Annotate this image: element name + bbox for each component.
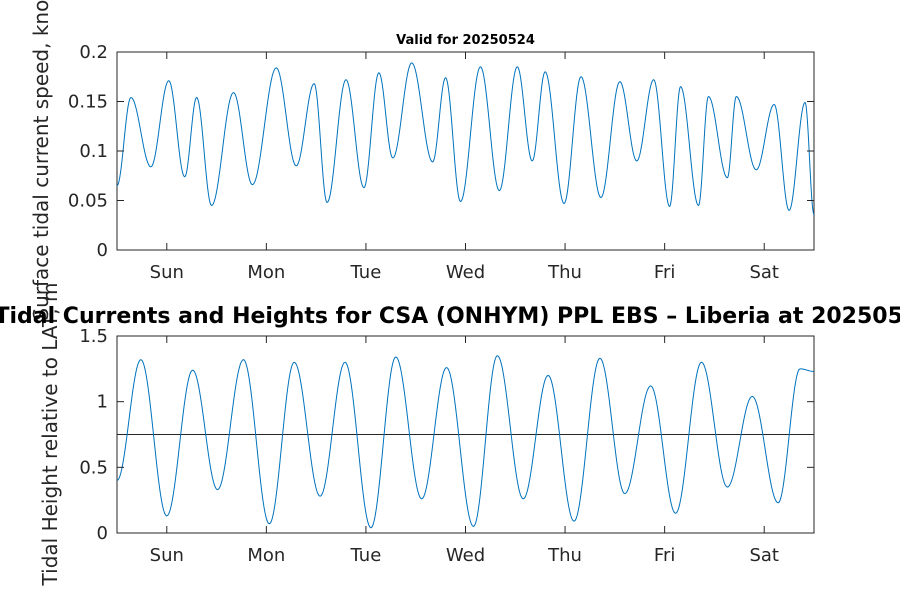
current-speed-line — [116, 62, 815, 215]
tidal-height-chart: 0 0.5 1 1.5 Sun Mon Tue Wed Thu Fri Sat Tidal Hei… — [38, 283, 815, 587]
height-x-tick-label: Wed — [446, 545, 485, 566]
main-chart-title: Tidal Currents and Heights for CSA (ONHY… — [0, 304, 900, 329]
current-x-tick-label: Fri — [654, 262, 675, 283]
height-x-tick-label: Thu — [547, 545, 582, 566]
height-y-tick-label: 0 — [97, 523, 108, 544]
height-y-tick-label: 0.5 — [79, 457, 108, 478]
current-plot-area — [116, 51, 815, 251]
current-speed-chart: 0 0.05 0.1 0.15 0.2 Sun Mon Tue Wed Thu Fri Sat Va… — [29, 0, 815, 321]
current-chart-title: Valid for 20250524 — [396, 33, 535, 48]
current-y-axis-label: Surface tidal current speed, knots — [29, 0, 53, 321]
height-y-tick-label: 1 — [97, 392, 108, 413]
current-x-tick-label: Sat — [749, 262, 779, 283]
current-y-tick-label: 0 — [97, 240, 108, 261]
current-y-tick-label: 0.2 — [79, 42, 108, 63]
current-y-tick-label: 0.05 — [68, 191, 108, 212]
tidal-height-line — [116, 355, 815, 529]
height-x-tick-label: Fri — [654, 545, 675, 566]
height-x-tick-label: Mon — [247, 545, 285, 566]
current-x-tick-label: Tue — [350, 262, 382, 283]
current-y-tick-label: 0.1 — [79, 141, 108, 162]
height-y-axis-label: Tidal Height relative to LAT, m — [38, 283, 62, 587]
height-x-tick-label: Sun — [150, 545, 184, 566]
height-x-tick-label: Tue — [350, 545, 382, 566]
current-x-tick-label: Thu — [547, 262, 582, 283]
current-x-tick-label: Wed — [446, 262, 485, 283]
current-x-tick-label: Sun — [150, 262, 184, 283]
current-x-tick-label: Mon — [247, 262, 285, 283]
current-y-tick-label: 0.15 — [68, 92, 108, 113]
height-y-tick-label: 1.5 — [79, 326, 108, 347]
height-x-tick-label: Sat — [749, 545, 779, 566]
